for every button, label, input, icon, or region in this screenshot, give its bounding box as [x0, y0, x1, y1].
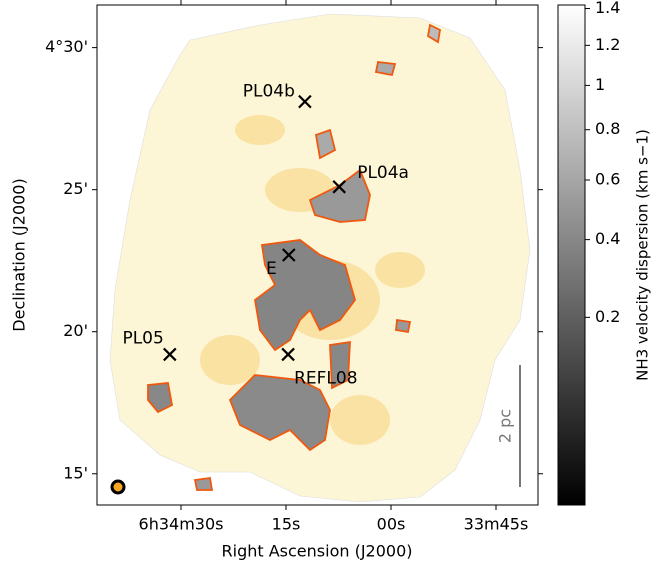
source-label: PL04a [357, 163, 409, 183]
source-label: E [266, 259, 277, 279]
source-marker [281, 347, 295, 362]
x-tick-label: 33m45s [464, 515, 529, 534]
source-marker [282, 248, 296, 262]
colorbar [557, 4, 586, 506]
scale-bar-group: 2 pc [496, 365, 521, 487]
colorbar-label: NH3 velocity dispersion (km s−1) [634, 129, 652, 381]
map-image [109, 13, 531, 503]
source-label: PL05 [122, 328, 163, 348]
colorbar-tick-label: 0.4 [595, 229, 620, 248]
x-tick-label: 15s [272, 515, 301, 534]
colorbar-tick-label: 1.4 [595, 0, 620, 17]
colorbar-tick-label: 1.2 [595, 35, 620, 54]
x-axis-label: Right Ascension (J2000) [222, 542, 413, 561]
scale-bar-label: 2 pc [496, 409, 515, 443]
colorbar-tick-label: 0.6 [595, 169, 620, 188]
y-tick-label: 15' [63, 463, 88, 482]
x-tick-label: 6h34m30s [139, 515, 224, 534]
y-tick-label: 4°30' [45, 37, 88, 56]
colorbar-tick-label: 0.8 [595, 119, 620, 138]
source-marker [332, 180, 346, 194]
colorbar-tick-label: 1 [595, 75, 605, 94]
axes-frame [96, 4, 539, 506]
y-tick-label: 25' [63, 179, 88, 198]
colorbar-tick-label: 0.2 [595, 307, 620, 326]
source-marker [163, 347, 177, 362]
y-tick-label: 20' [63, 321, 88, 340]
source-marker [298, 94, 312, 109]
source-label: PL04b [243, 82, 295, 102]
x-tick-label: 00s [377, 515, 406, 534]
y-axis-label: Declination (J2000) [10, 178, 29, 331]
source-label: REFL08 [294, 368, 357, 388]
